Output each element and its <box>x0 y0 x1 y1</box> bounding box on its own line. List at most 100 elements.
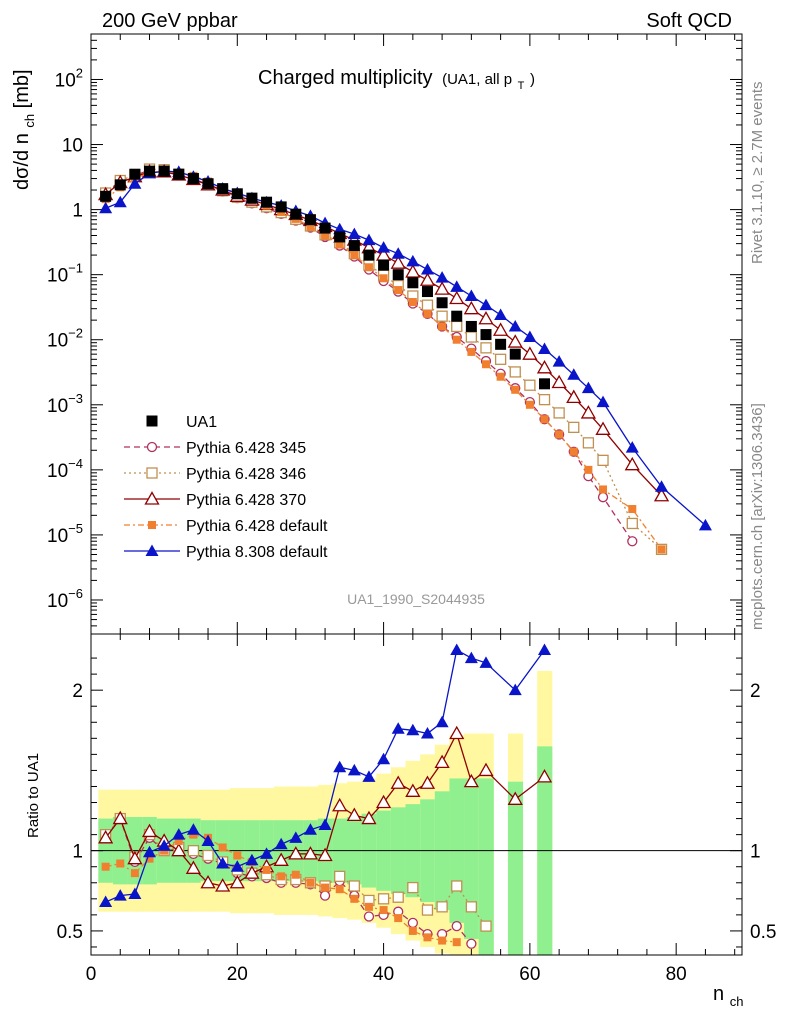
ratio-point-pythia-6-428-370 <box>98 830 114 844</box>
data-point-pythia-6-428-345 <box>597 492 609 503</box>
data-point-ua1 <box>275 201 287 213</box>
ratio-point-pythia-6-428-346 <box>451 880 463 892</box>
ratio-point-pythia-6-428-345 <box>451 920 462 932</box>
ratio-point-pythia-8-308-default <box>245 853 259 866</box>
data-point-ua1 <box>173 168 185 180</box>
ratio-point-pythia-6-428-default <box>335 885 344 894</box>
x-axis-label: n ch <box>713 983 743 1009</box>
chart-title-suffix: (UA1, all p <box>442 71 512 88</box>
data-point-pythia-6-428-default <box>408 298 417 307</box>
data-point-pythia-8-308-default <box>333 222 347 235</box>
ratio-point-pythia-6-428-default <box>218 843 227 852</box>
data-point-ua1 <box>129 168 141 180</box>
data-point-pythia-8-308-default <box>362 233 376 246</box>
data-point-pythia-8-308-default <box>347 227 361 240</box>
y-tick-label-ratio-right: 0.5 <box>750 922 776 943</box>
ratio-point-pythia-6-428-370 <box>273 852 289 866</box>
data-point-pythia-6-428-370 <box>434 281 450 295</box>
y-tick-label-ratio-right: 2 <box>750 681 761 702</box>
data-point-ua1 <box>231 188 243 200</box>
data-point-pythia-8-308-default <box>377 241 391 253</box>
legend-marker <box>146 415 158 427</box>
legend-marker <box>144 491 160 505</box>
series-main-plot <box>98 163 712 556</box>
ratio-point-pythia-8-308-default <box>450 643 464 656</box>
y-tick-label-top: 10−3 <box>47 391 83 417</box>
ratio-point-pythia-6-428-default <box>350 894 359 903</box>
ratio-point-pythia-8-308-default <box>201 834 215 847</box>
ratio-point-pythia-6-428-370 <box>244 865 260 879</box>
ratio-point-pythia-6-428-default <box>408 926 417 935</box>
series-line-pythia-6-428-345 <box>105 169 633 542</box>
x-tick-label: 80 <box>666 964 687 985</box>
y-tick-label-ratio-right: 1 <box>750 842 761 863</box>
data-point-pythia-8-308-default <box>538 342 552 355</box>
ratio-point-pythia-6-428-370 <box>507 791 523 805</box>
data-point-pythia-6-428-default <box>452 335 461 344</box>
ratio-band-green <box>464 778 480 939</box>
chart-title-main: Charged multiplicity <box>258 67 433 89</box>
data-point-pythia-6-428-default <box>379 274 388 283</box>
data-point-ua1 <box>392 269 404 281</box>
ratio-point-pythia-8-308-default <box>508 683 522 696</box>
data-point-ua1 <box>187 173 199 185</box>
data-point-ua1 <box>304 214 316 226</box>
ratio-point-pythia-6-428-default <box>262 865 271 874</box>
data-point-pythia-6-428-370 <box>478 310 494 325</box>
legend-marker <box>145 544 159 556</box>
ratio-point-pythia-6-428-345 <box>407 917 418 929</box>
data-point-pythia-6-428-346 <box>597 454 609 466</box>
data-point-pythia-6-428-346 <box>568 421 580 434</box>
x-axis-label-sub: ch <box>730 994 744 1009</box>
data-point-pythia-6-428-default <box>628 505 637 514</box>
ratio-point-pythia-6-428-370 <box>434 754 450 769</box>
ratio-point-pythia-6-428-346 <box>392 891 404 903</box>
data-point-pythia-6-428-default <box>511 385 520 394</box>
ratio-band-green <box>507 781 524 955</box>
data-point-pythia-6-428-default <box>481 360 490 369</box>
data-point-pythia-6-428-default <box>350 251 359 260</box>
data-point-pythia-6-428-346 <box>538 393 551 406</box>
data-point-pythia-8-308-default <box>698 518 712 531</box>
ratio-point-pythia-6-428-370 <box>478 762 494 777</box>
data-point-pythia-6-428-370 <box>580 405 597 419</box>
y-tick-label-top: 10−6 <box>47 586 83 612</box>
data-point-pythia-6-428-370 <box>507 334 523 348</box>
legend-marker <box>146 467 158 479</box>
data-point-ua1 <box>407 277 419 289</box>
data-point-ua1 <box>246 192 258 204</box>
series-ratio-plot <box>98 643 553 949</box>
data-point-pythia-6-428-346 <box>421 299 434 311</box>
data-point-pythia-8-308-default <box>464 289 478 301</box>
x-tick-label: 40 <box>373 964 394 985</box>
ratio-point-pythia-6-428-default <box>277 872 286 881</box>
data-point-pythia-8-308-default <box>128 177 142 189</box>
data-point-ua1 <box>451 310 463 322</box>
ratio-point-pythia-6-428-345 <box>466 938 477 949</box>
ratio-uncertainty-bands <box>91 670 742 955</box>
ratio-point-pythia-6-428-370 <box>112 810 128 825</box>
data-point-pythia-8-308-default <box>420 263 434 275</box>
ratio-point-pythia-6-428-370 <box>127 850 143 865</box>
ratio-point-pythia-6-428-default <box>130 869 139 878</box>
data-point-pythia-6-428-default <box>335 240 344 249</box>
data-point-ua1 <box>539 378 551 390</box>
data-point-ua1 <box>158 165 170 177</box>
data-point-ua1 <box>363 249 375 261</box>
data-point-ua1 <box>465 320 477 332</box>
data-point-pythia-8-308-default <box>552 355 566 367</box>
data-point-ua1 <box>261 196 273 208</box>
data-point-pythia-6-428-370 <box>405 264 421 278</box>
ratio-point-pythia-6-428-default <box>394 914 403 923</box>
ratio-point-pythia-6-428-default <box>101 862 110 871</box>
ratio-point-pythia-8-308-default <box>274 837 288 850</box>
legend-marker <box>146 441 158 453</box>
data-point-pythia-8-308-default <box>494 308 508 320</box>
data-point-ua1 <box>114 179 126 191</box>
data-point-pythia-6-428-default <box>584 465 593 474</box>
data-point-pythia-8-308-default <box>99 201 113 214</box>
data-point-pythia-6-428-370 <box>390 255 406 269</box>
ratio-point-pythia-6-428-370 <box>463 773 479 788</box>
chart-title: Charged multiplicity (UA1, all p T ) <box>258 67 535 94</box>
